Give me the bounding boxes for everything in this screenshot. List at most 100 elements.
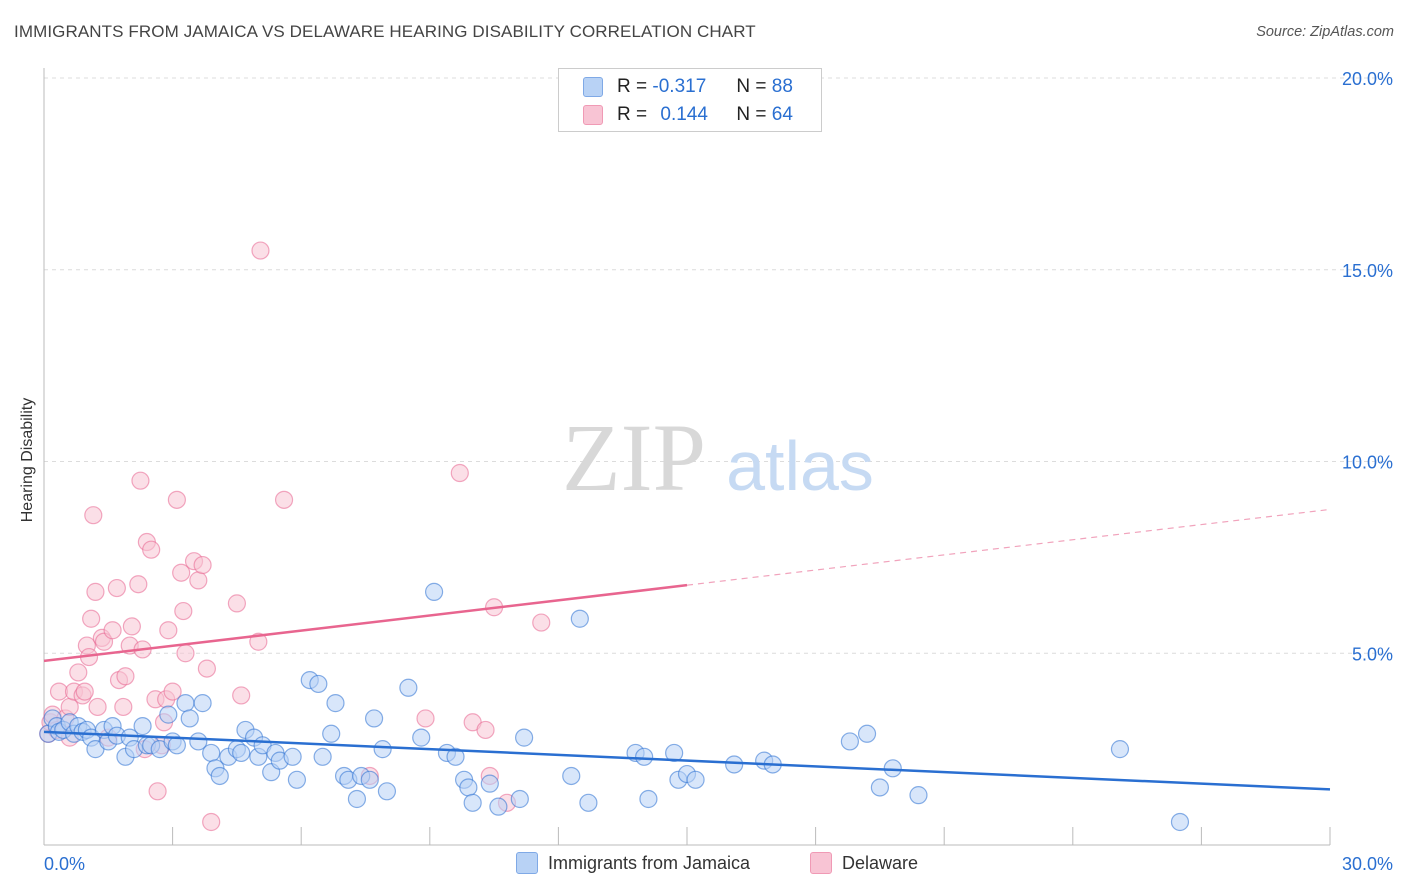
point-jamaica-84 xyxy=(859,725,876,742)
point-jamaica-43 xyxy=(284,748,301,765)
point-jamaica-26 xyxy=(177,695,194,712)
point-jamaica-19 xyxy=(134,718,151,735)
legend-r-value-delaware: 0.144 xyxy=(652,104,722,126)
point-jamaica-65 xyxy=(464,794,481,811)
point-jamaica-72 xyxy=(580,794,597,811)
point-delaware-44 xyxy=(177,645,194,662)
point-delaware-43 xyxy=(175,603,192,620)
scatter-plot: ZIP atlas 5.0% 10.0% 15.0% 20.0% 0.0% 30.0% xyxy=(0,0,1406,892)
point-jamaica-55 xyxy=(366,710,383,727)
legend-n-value-jamaica: 88 xyxy=(772,76,793,98)
point-jamaica-29 xyxy=(194,695,211,712)
point-delaware-14 xyxy=(83,610,100,627)
point-delaware-49 xyxy=(203,813,220,830)
point-jamaica-86 xyxy=(884,760,901,777)
point-delaware-63 xyxy=(533,614,550,631)
point-delaware-35 xyxy=(149,783,166,800)
watermark-atlas: atlas xyxy=(726,427,874,505)
y-tick-label-0: 5.0% xyxy=(1352,644,1393,664)
point-jamaica-88 xyxy=(1111,741,1128,758)
legend-row-jamaica: R = -0.317 N = 88 xyxy=(583,75,793,99)
series-legend-delaware[interactable]: Delaware xyxy=(810,850,918,876)
legend-n-value-delaware: 64 xyxy=(772,104,793,126)
point-jamaica-75 xyxy=(640,790,657,807)
point-delaware-51 xyxy=(233,687,250,704)
point-jamaica-25 xyxy=(168,737,185,754)
point-jamaica-32 xyxy=(211,767,228,784)
point-jamaica-87 xyxy=(910,787,927,804)
x-tick-label-min: 0.0% xyxy=(44,854,85,874)
point-delaware-39 xyxy=(160,622,177,639)
point-jamaica-69 xyxy=(516,729,533,746)
point-jamaica-57 xyxy=(378,783,395,800)
point-delaware-27 xyxy=(123,618,140,635)
point-delaware-59 xyxy=(477,721,494,738)
legend-r-label: R = xyxy=(617,104,647,126)
point-delaware-15 xyxy=(85,507,102,524)
point-delaware-21 xyxy=(104,622,121,639)
point-delaware-41 xyxy=(168,491,185,508)
point-jamaica-64 xyxy=(460,779,477,796)
point-delaware-50 xyxy=(228,595,245,612)
series-label-delaware: Delaware xyxy=(842,853,918,874)
legend-row-delaware: R = 0.144 N = 64 xyxy=(583,103,793,127)
point-jamaica-58 xyxy=(400,679,417,696)
series-label-jamaica: Immigrants from Jamaica xyxy=(548,853,750,874)
point-jamaica-68 xyxy=(511,790,528,807)
point-delaware-56 xyxy=(417,710,434,727)
point-jamaica-48 xyxy=(323,725,340,742)
point-delaware-25 xyxy=(117,668,134,685)
point-delaware-54 xyxy=(276,491,293,508)
series-swatch-jamaica xyxy=(516,852,538,874)
point-delaware-29 xyxy=(132,472,149,489)
point-jamaica-60 xyxy=(426,583,443,600)
point-delaware-24 xyxy=(115,698,132,715)
trend-line-extension-1 xyxy=(687,509,1330,585)
legend-swatch-jamaica xyxy=(583,77,603,97)
grid-lines xyxy=(44,78,1392,653)
point-jamaica-54 xyxy=(361,771,378,788)
point-jamaica-79 xyxy=(687,771,704,788)
point-jamaica-44 xyxy=(288,771,305,788)
point-jamaica-49 xyxy=(327,695,344,712)
point-jamaica-66 xyxy=(481,775,498,792)
point-jamaica-23 xyxy=(160,706,177,723)
trend-line-1 xyxy=(44,585,687,661)
y-tick-label-1: 10.0% xyxy=(1342,453,1393,473)
legend-n-label: N = xyxy=(736,76,766,98)
point-delaware-53 xyxy=(252,242,269,259)
point-delaware-16 xyxy=(87,583,104,600)
point-jamaica-35 xyxy=(233,744,250,761)
correlation-legend: R = -0.317 N = 88 R = 0.144 N = 64 xyxy=(558,68,822,132)
point-jamaica-56 xyxy=(374,741,391,758)
point-delaware-17 xyxy=(89,698,106,715)
data-points xyxy=(40,242,1189,830)
watermark-zip: ZIP xyxy=(562,404,706,511)
point-jamaica-74 xyxy=(636,748,653,765)
point-jamaica-47 xyxy=(314,748,331,765)
y-tick-label-2: 15.0% xyxy=(1342,261,1393,281)
y-tick-label-3: 20.0% xyxy=(1342,69,1393,89)
point-delaware-33 xyxy=(143,541,160,558)
point-delaware-48 xyxy=(198,660,215,677)
point-jamaica-80 xyxy=(726,756,743,773)
series-swatch-delaware xyxy=(810,852,832,874)
point-jamaica-70 xyxy=(563,767,580,784)
point-delaware-11 xyxy=(76,683,93,700)
series-legend-jamaica[interactable]: Immigrants from Jamaica xyxy=(516,850,750,876)
point-delaware-46 xyxy=(190,572,207,589)
point-jamaica-59 xyxy=(413,729,430,746)
x-tick-label-max: 30.0% xyxy=(1342,854,1393,874)
legend-r-value-jamaica: -0.317 xyxy=(652,76,722,98)
point-jamaica-89 xyxy=(1171,813,1188,830)
point-delaware-22 xyxy=(108,580,125,597)
legend-r-label: R = xyxy=(617,76,647,98)
point-jamaica-67 xyxy=(490,798,507,815)
point-jamaica-30 xyxy=(203,744,220,761)
point-jamaica-52 xyxy=(348,790,365,807)
legend-swatch-delaware xyxy=(583,105,603,125)
point-delaware-28 xyxy=(130,576,147,593)
point-delaware-57 xyxy=(451,465,468,482)
point-jamaica-83 xyxy=(841,733,858,750)
point-delaware-47 xyxy=(194,557,211,574)
